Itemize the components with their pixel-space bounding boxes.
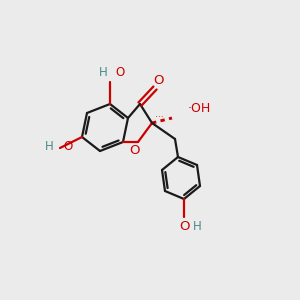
Text: ···: ··· — [155, 113, 163, 122]
Text: O: O — [130, 145, 140, 158]
Text: O: O — [63, 140, 72, 154]
Text: H: H — [45, 140, 54, 154]
Text: H: H — [193, 220, 202, 233]
Text: O: O — [115, 67, 124, 80]
Text: O: O — [180, 220, 190, 233]
Text: H: H — [99, 67, 108, 80]
Text: O: O — [153, 74, 163, 88]
Text: ·OH: ·OH — [188, 103, 211, 116]
